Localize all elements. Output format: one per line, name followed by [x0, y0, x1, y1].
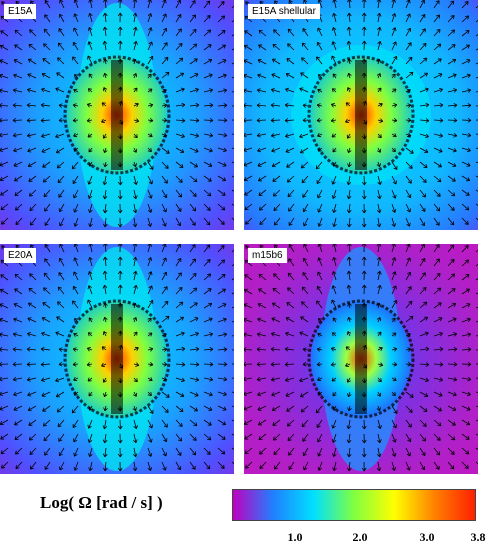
core-spine — [111, 60, 123, 170]
panel-label: E15A shellular — [248, 4, 320, 19]
panel-label: E20A — [4, 248, 36, 263]
colorbar-tick-label: 3.8 — [471, 530, 486, 545]
core-spine — [355, 60, 367, 170]
panel-label: E15A — [4, 4, 36, 19]
panel-e15a-shellular: E15A shellular — [244, 0, 478, 230]
colorbar-tick-label: 1.0 — [288, 530, 303, 545]
colorbar-tick-label: 2.0 — [353, 530, 368, 545]
colorbar-tick-label: 3.0 — [420, 530, 435, 545]
panel-e15a: E15A — [0, 0, 234, 230]
velocity-field-plot — [244, 244, 478, 474]
colorbar — [232, 489, 476, 521]
colorbar-label: Log( Ω [rad / s] ) — [40, 493, 163, 513]
panel-label: m15b6 — [248, 248, 287, 263]
core-spine — [355, 304, 367, 414]
velocity-field-plot — [244, 0, 478, 230]
velocity-field-plot — [0, 244, 234, 474]
panel-m15b6: m15b6 — [244, 244, 478, 474]
panel-e20a: E20A — [0, 244, 234, 474]
velocity-field-plot — [0, 0, 234, 230]
core-spine — [111, 304, 123, 414]
